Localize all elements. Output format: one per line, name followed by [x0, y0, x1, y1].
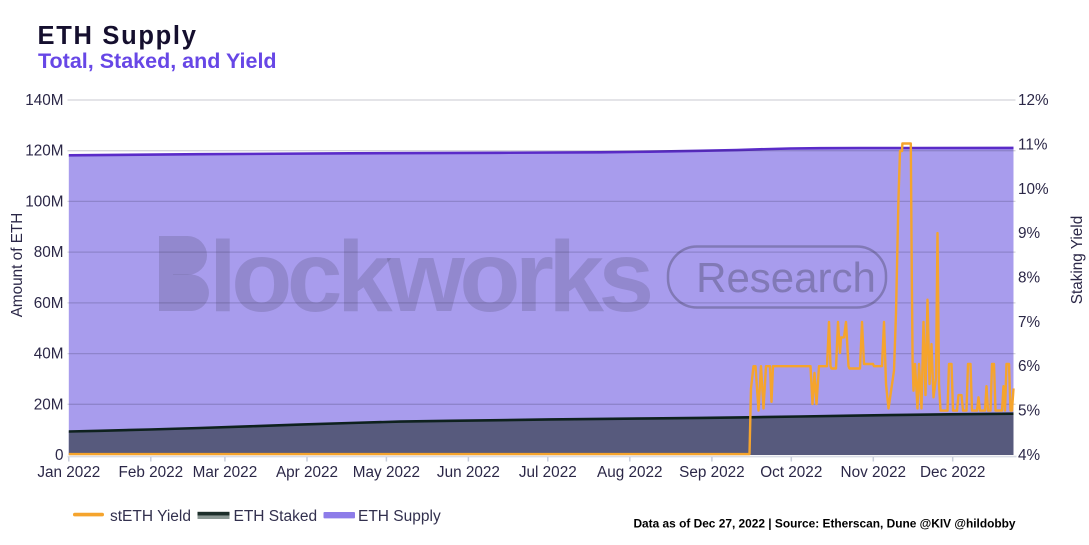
svg-text:ETH Staked: ETH Staked [234, 508, 318, 525]
svg-text:ETH Supply: ETH Supply [38, 22, 198, 50]
svg-text:Apr 2022: Apr 2022 [276, 464, 338, 481]
svg-text:ETH Supply: ETH Supply [358, 508, 441, 525]
svg-text:Nov 2022: Nov 2022 [841, 464, 906, 481]
svg-text:Aug 2022: Aug 2022 [597, 464, 663, 481]
svg-text:Staking Yield: Staking Yield [1069, 216, 1086, 304]
svg-text:120M: 120M [25, 143, 63, 160]
svg-text:7%: 7% [1018, 314, 1041, 331]
svg-text:Jun 2022: Jun 2022 [437, 464, 500, 481]
svg-text:40M: 40M [34, 346, 64, 363]
svg-text:80M: 80M [34, 244, 64, 261]
svg-text:Mar 2022: Mar 2022 [193, 464, 258, 481]
svg-text:11%: 11% [1018, 136, 1048, 153]
svg-text:Total, Staked, and Yield: Total, Staked, and Yield [38, 49, 277, 73]
svg-text:Oct 2022: Oct 2022 [760, 464, 822, 481]
svg-text:Dec 2022: Dec 2022 [920, 464, 985, 481]
svg-text:stETH Yield: stETH Yield [110, 508, 191, 525]
svg-text:4%: 4% [1018, 447, 1041, 464]
svg-text:Research: Research [696, 254, 876, 301]
svg-text:5%: 5% [1018, 403, 1041, 420]
svg-text:May 2022: May 2022 [353, 464, 420, 481]
svg-text:Amount of ETH: Amount of ETH [9, 213, 26, 318]
svg-text:140M: 140M [25, 92, 63, 109]
svg-text:Jan 2022: Jan 2022 [37, 464, 100, 481]
svg-text:lockworks: lockworks [209, 221, 650, 333]
svg-text:Jul 2022: Jul 2022 [519, 464, 577, 481]
svg-text:Data as of Dec 27, 2022 | Sour: Data as of Dec 27, 2022 | Source: Ethers… [633, 517, 1015, 531]
svg-text:10%: 10% [1018, 181, 1049, 198]
svg-text:6%: 6% [1018, 358, 1041, 375]
svg-text:12%: 12% [1018, 92, 1049, 109]
svg-text:0: 0 [55, 447, 64, 464]
svg-text:8%: 8% [1018, 270, 1041, 287]
svg-text:Sep 2022: Sep 2022 [679, 464, 745, 481]
svg-text:9%: 9% [1018, 225, 1041, 242]
svg-text:60M: 60M [34, 295, 64, 312]
svg-text:20M: 20M [34, 396, 64, 413]
svg-text:100M: 100M [25, 193, 63, 210]
svg-text:Feb 2022: Feb 2022 [118, 464, 183, 481]
